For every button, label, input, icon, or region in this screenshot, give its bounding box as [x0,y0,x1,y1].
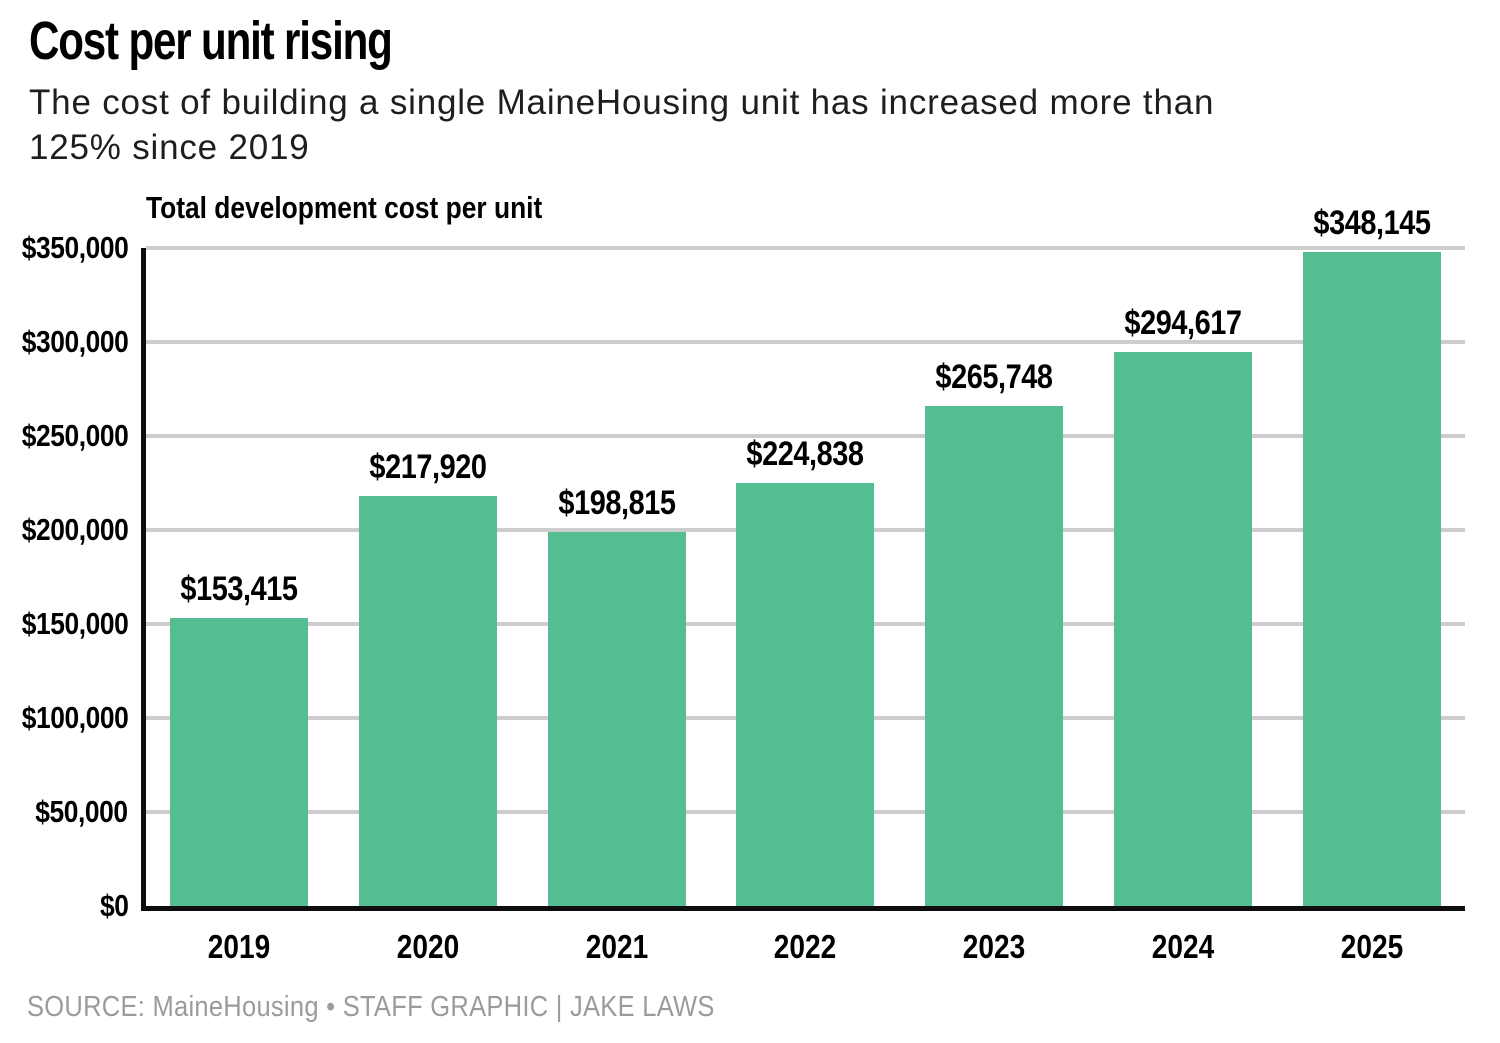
bar-2022: $224,838 [736,435,875,906]
y-axis-tick-label: $50,000 [35,794,129,829]
x-axis-tick-label: 2024 [1151,928,1215,965]
y-axis-tick-label: $100,000 [21,700,128,735]
bar-value-label: $217,920 [369,448,487,487]
y-axis-tick-label: $200,000 [21,512,128,547]
bar-value-label: $224,838 [746,435,865,474]
subtitle-line-2: 125% since 2019 [29,128,310,167]
y-axis-tick-label: $0 [99,888,129,923]
x-axis-tick-label: 2021 [585,928,648,965]
y-axis: $350,000 $300,000 $250,000 $200,000 $150,000… [0,230,129,923]
chart-title: Total development cost per unit [146,190,543,225]
subtitle-line-1: The cost of building a single MaineHousi… [29,83,1215,122]
x-axis-tick-label: 2023 [963,928,1026,965]
subtitle: The cost of building a single MaineHousi… [29,80,1429,170]
x-axis-tick-label: 2020 [396,928,460,965]
bar-value-label: $153,415 [180,569,298,608]
x-axis-tick-label: 2025 [1340,928,1404,965]
bars: $153,415 $217,920 $198,815 $224,838 $265,748… [146,204,1465,906]
y-axis-tick-label: $300,000 [21,324,128,359]
plot-area: $153,415 $217,920 $198,815 $224,838 $265,748… [141,204,1465,911]
bar-value-label: $348,145 [1313,203,1431,242]
gridline [146,434,1465,438]
bar-value-label: $265,748 [935,358,1054,397]
gridline [146,246,1465,250]
bar-2025: $348,145 [1302,204,1441,906]
bar-2020: $217,920 [358,448,497,906]
bar-value-label: $294,617 [1124,304,1243,343]
bar-2024: $294,617 [1114,304,1253,906]
page-title: Cost per unit rising [29,11,393,71]
bar-2019: $153,415 [170,570,308,906]
x-axis-tick-label: 2022 [774,928,837,965]
x-axis: 2019 2020 2021 2022 2023 2024 2025 [146,928,1465,966]
y-axis-tick-label: $150,000 [21,606,128,641]
bar-value-label: $198,815 [558,484,676,523]
bar-2023: $265,748 [925,358,1064,906]
y-axis-tick-label: $350,000 [21,230,128,265]
x-axis-tick-label: 2019 [207,928,271,965]
gridline [146,340,1465,344]
y-axis-tick-label: $250,000 [21,418,128,453]
source-credit: SOURCE: MaineHousing • STAFF GRAPHIC | J… [27,991,715,1023]
bar-2021: $198,815 [547,484,686,906]
